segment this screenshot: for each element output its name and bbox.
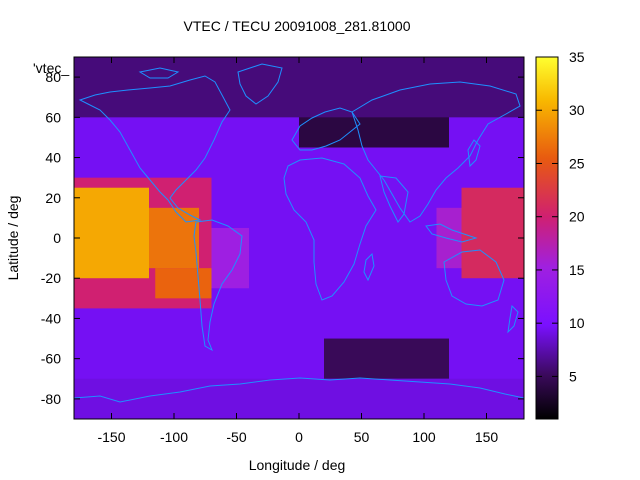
- colorbar-tick-label: 35: [569, 49, 585, 65]
- x-axis: -150 -100 -50 0 50 100 150: [97, 57, 498, 445]
- coastlines: [74, 63, 524, 403]
- heatmap-region-7: [74, 57, 524, 118]
- colorbar-tick-label: 10: [569, 315, 585, 331]
- coast-greenland: [237, 63, 283, 105]
- coast-africa: [283, 157, 377, 301]
- coast-japan: [467, 139, 481, 168]
- coast-europe: [291, 107, 361, 151]
- y-tick-label: 60: [45, 109, 61, 125]
- colorbar-tick-label: 5: [569, 368, 577, 384]
- heatmap: [74, 57, 524, 419]
- colorbar-tick-label: 25: [569, 155, 585, 171]
- y-axis: -80 -60 -40 -20 0 20 40 60 80: [41, 69, 524, 407]
- coast-antarctica: [74, 377, 524, 403]
- y-tick-label: 0: [53, 230, 61, 246]
- colorbar-tick-label: 15: [569, 262, 585, 278]
- series-key-label: 'vtec_: [33, 60, 69, 76]
- y-tick-label: -60: [41, 351, 61, 367]
- x-tick-label: 50: [354, 429, 370, 445]
- x-tick-label: 0: [295, 429, 303, 445]
- coast-indonesia: [425, 223, 478, 243]
- coast-asia: [351, 81, 521, 223]
- colorbar-tick-label: 30: [569, 102, 585, 118]
- coast-north-america: [78, 75, 231, 223]
- colorbar-tick-label: 20: [569, 209, 585, 225]
- heatmap-region-4: [211, 227, 249, 289]
- coast-madagascar: [363, 252, 375, 282]
- heatmap-region-9: [324, 338, 449, 379]
- heatmap-region-6: [436, 207, 462, 269]
- chart-title: VTEC / TECU 20091008_281.81000: [183, 18, 410, 34]
- heatmap-region-5: [461, 187, 524, 279]
- colorbar-ticks: 5 10 15 20 25 30 35: [536, 49, 585, 384]
- y-axis-label: Latitude / deg: [5, 196, 21, 281]
- coast-india: [379, 175, 409, 223]
- coast-australia: [443, 249, 505, 307]
- y-tick-label: 20: [45, 190, 61, 206]
- colorbar: [535, 56, 559, 420]
- coast-new-zealand: [507, 304, 519, 334]
- y-tick-label: 80: [45, 69, 61, 85]
- x-tick-label: -150: [97, 429, 125, 445]
- x-tick-label: 150: [475, 429, 499, 445]
- heatmap-region-1: [149, 207, 199, 269]
- x-tick-label: -50: [226, 429, 246, 445]
- coast-arctic-islands: [138, 67, 180, 79]
- heatmap-region-2: [155, 268, 212, 299]
- x-tick-label: 100: [412, 429, 436, 445]
- coast-south-america: [193, 219, 243, 352]
- y-tick-label: -80: [41, 391, 61, 407]
- heatmap-region-10: [74, 378, 524, 419]
- y-tick-label: -40: [41, 310, 61, 326]
- heatmap-region-0: [74, 187, 149, 279]
- x-tick-label: -100: [160, 429, 188, 445]
- y-tick-label: -20: [41, 270, 61, 286]
- y-tick-label: 40: [45, 150, 61, 166]
- x-axis-label: Longitude / deg: [249, 457, 346, 473]
